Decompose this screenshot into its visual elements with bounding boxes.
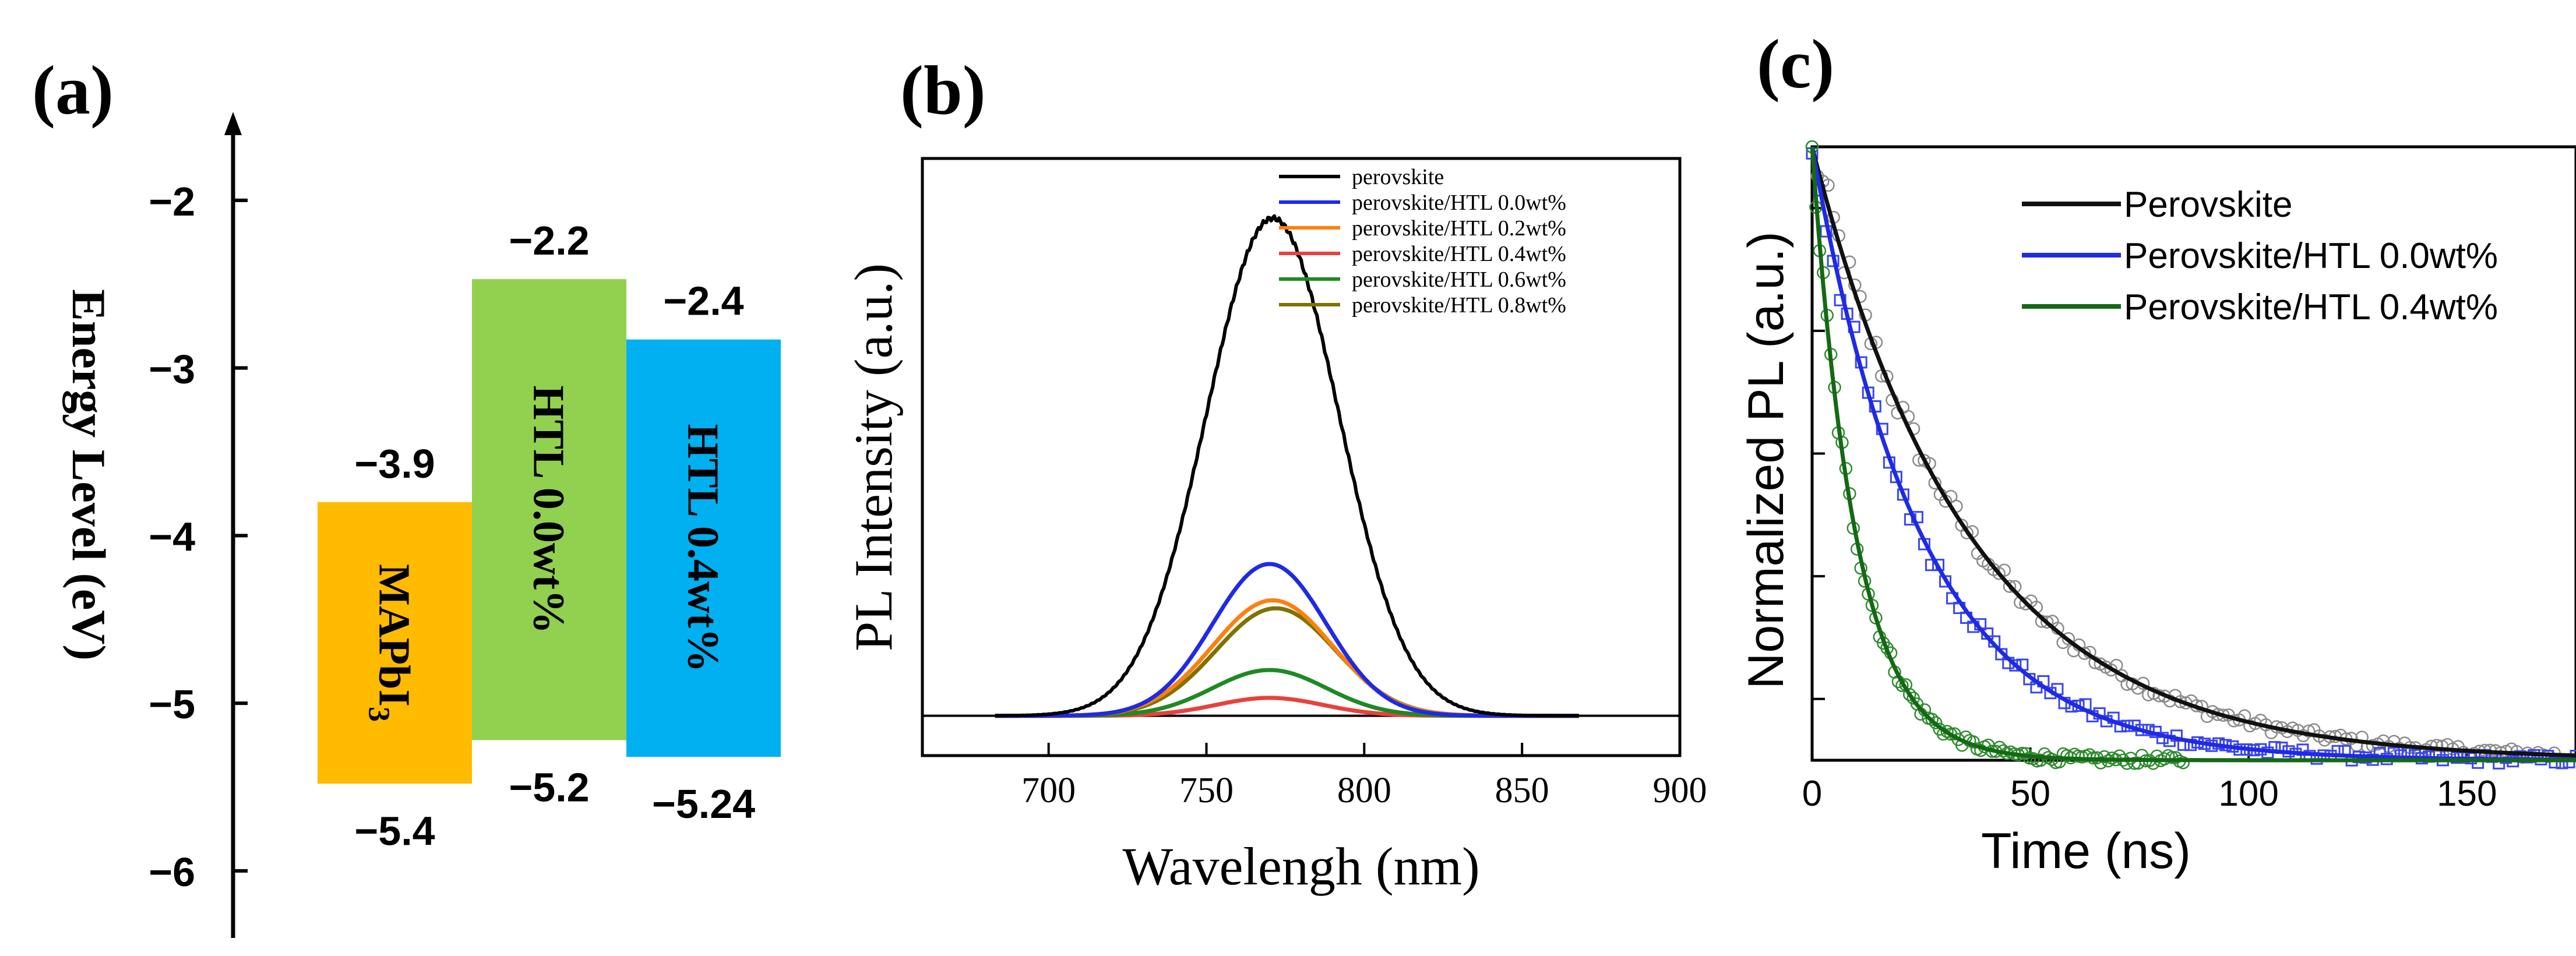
panel-b-pl-spectra: (b) PL Intensity (a.u.) Wavelengh (nm) 7… [844,51,1707,896]
panel-b-series-line-2 [994,562,1580,718]
panel-b-legend-label: perovskite/HTL 0.6wt% [1352,267,1566,292]
panel-c-data-point [2176,756,2190,770]
panel-b-xtick-label: 900 [1653,771,1707,810]
panel-a-bar-label-main: HTL 0.0wt% [524,386,573,634]
panel-a-ytick-label: −6 [149,849,195,895]
panel-c-xlabel: Time (ns) [1981,823,2191,879]
panel-a-top-value: −2.4 [663,278,743,324]
panel-c-data-point [2003,580,2017,593]
panel-b-frame [921,157,1682,757]
panel-c-legend-label: Perovskite [2124,185,2292,225]
panel-c-xtick-label: 100 [2218,774,2278,814]
panel-c-xtick-label: 150 [2437,774,2497,814]
panel-c-data-point [1925,712,1939,726]
panel-c-legend-label: Perovskite/HTL 0.0wt% [2124,236,2498,276]
panel-a-energy-diagram: (a) Energy Level (eV) −2 −3 −4 −5 −6 MAPbI3 −… [32,51,781,938]
panel-c-data-point [2061,632,2075,645]
panel-c-data-point [2302,724,2316,738]
panel-c-data-point [2040,615,2054,629]
panel-a-bottom-value: −5.24 [652,781,755,827]
panel-b-legend-label: perovskite/HTL 0.4wt% [1352,242,1566,266]
panel-a-bar-label: MAPbI3 [362,564,419,722]
panel-a-bar-label-main: MAPbI [370,564,419,707]
panel-b-series-line-1 [995,214,1579,718]
panel-b-xtick-label: 750 [1179,771,1234,810]
panel-b-legend-label: perovskite/HTL 0.8wt% [1352,293,1566,318]
panel-c-fit-line-3 [1810,146,2576,763]
panel-c-label: (c) [1757,25,1834,103]
panel-c-data-point [2549,756,2561,769]
panel-a-bar-3 [626,339,781,757]
panel-a-bar-label-subscript: 3 [362,707,396,722]
panel-a-bar-label: HTL 0.4wt% [679,424,728,673]
panel-c-data-point [1929,716,1943,729]
panel-a-ylabel: Energy Level (eV) [62,289,115,661]
panel-c-xtick-label: 50 [2010,774,2050,814]
panel-b-xtick-label: 800 [1337,771,1391,810]
panel-b-ylabel: PL Intensity (a.u.) [844,263,903,651]
panel-c-data-point [1940,725,1954,738]
panel-a-bottom-value: −5.2 [509,764,589,810]
panel-a-bar-label-main: HTL 0.4wt% [679,424,728,673]
panel-c-data-point [1902,687,1916,701]
panel-a-ytick-label: −4 [149,514,195,559]
panel-a-bottom-value: −5.4 [354,808,435,853]
panel-a-bar-label: HTL 0.0wt% [524,386,573,634]
panel-a-bar-2 [472,279,626,740]
panel-c-ylabel: Normalized PL (a.u.) [1738,231,1794,689]
panel-a-label: (a) [32,51,114,129]
panel-c-legend-label: Perovskite/HTL 0.4wt% [2124,287,2498,327]
panel-a-y-axis-arrow-icon [224,112,242,135]
panel-a-ytick-label: −3 [149,347,195,392]
panel-a-top-value: −2.2 [509,218,589,263]
panel-c-data-point [2147,757,2160,770]
panel-c-fit-line-1 [1810,146,2576,758]
panel-c-data-point [2009,659,2022,672]
panel-c-data-point [1960,526,1974,539]
panel-b-xtick-label: 850 [1495,771,1549,810]
panel-b-label: (b) [900,51,986,129]
panel-a-bar-1 [318,502,472,784]
panel-a-ytick-label: −5 [149,682,195,727]
panel-b-legend-label: perovskite/HTL 0.0wt% [1352,191,1566,215]
panel-c-data-point [2165,750,2179,764]
panel-b-legend-label: perovskite [1352,165,1444,189]
panel-a-top-value: −3.9 [354,441,435,486]
panel-b-legend-label: perovskite/HTL 0.2wt% [1352,216,1566,241]
panel-c-data-point [2430,739,2444,752]
panel-c-trpl-decay: (c) Normalized PL (a.u.) Time (ns) 0 50 10… [1738,25,2576,879]
panel-a-ytick-label: −2 [149,179,195,224]
panel-b-xlabel: Wavelengh (nm) [1122,837,1479,896]
panel-b-xtick-label: 700 [1021,771,1076,810]
panel-c-xtick-label: 0 [1802,774,1822,814]
